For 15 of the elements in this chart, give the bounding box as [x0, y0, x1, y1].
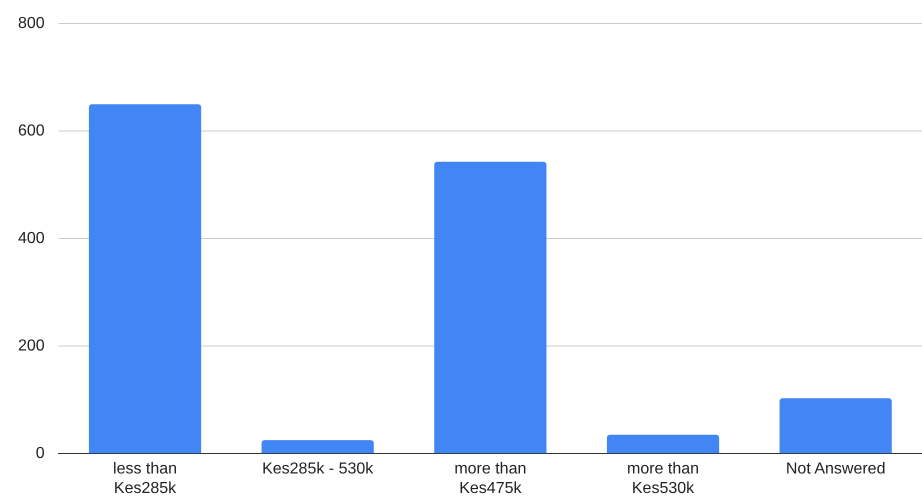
y-tick-label: 0 — [36, 445, 45, 462]
x-tick-label: more than Kes530k — [626, 460, 700, 497]
y-tick-label: 400 — [18, 230, 45, 248]
y-tick-label: 200 — [18, 338, 45, 355]
y-tick-label: 800 — [18, 15, 45, 32]
bar — [88, 104, 202, 454]
bar — [780, 398, 892, 454]
y-tick-label: 600 — [18, 122, 45, 140]
bar — [434, 162, 546, 454]
bar — [262, 440, 374, 454]
x-tick-label: less than Kes285k — [113, 460, 178, 497]
bar — [606, 434, 720, 454]
x-tick-label: Kes285k - 530k — [262, 460, 374, 478]
x-tick-label: Not Answered — [786, 460, 886, 478]
x-tick-label: more than Kes475k — [454, 460, 526, 497]
